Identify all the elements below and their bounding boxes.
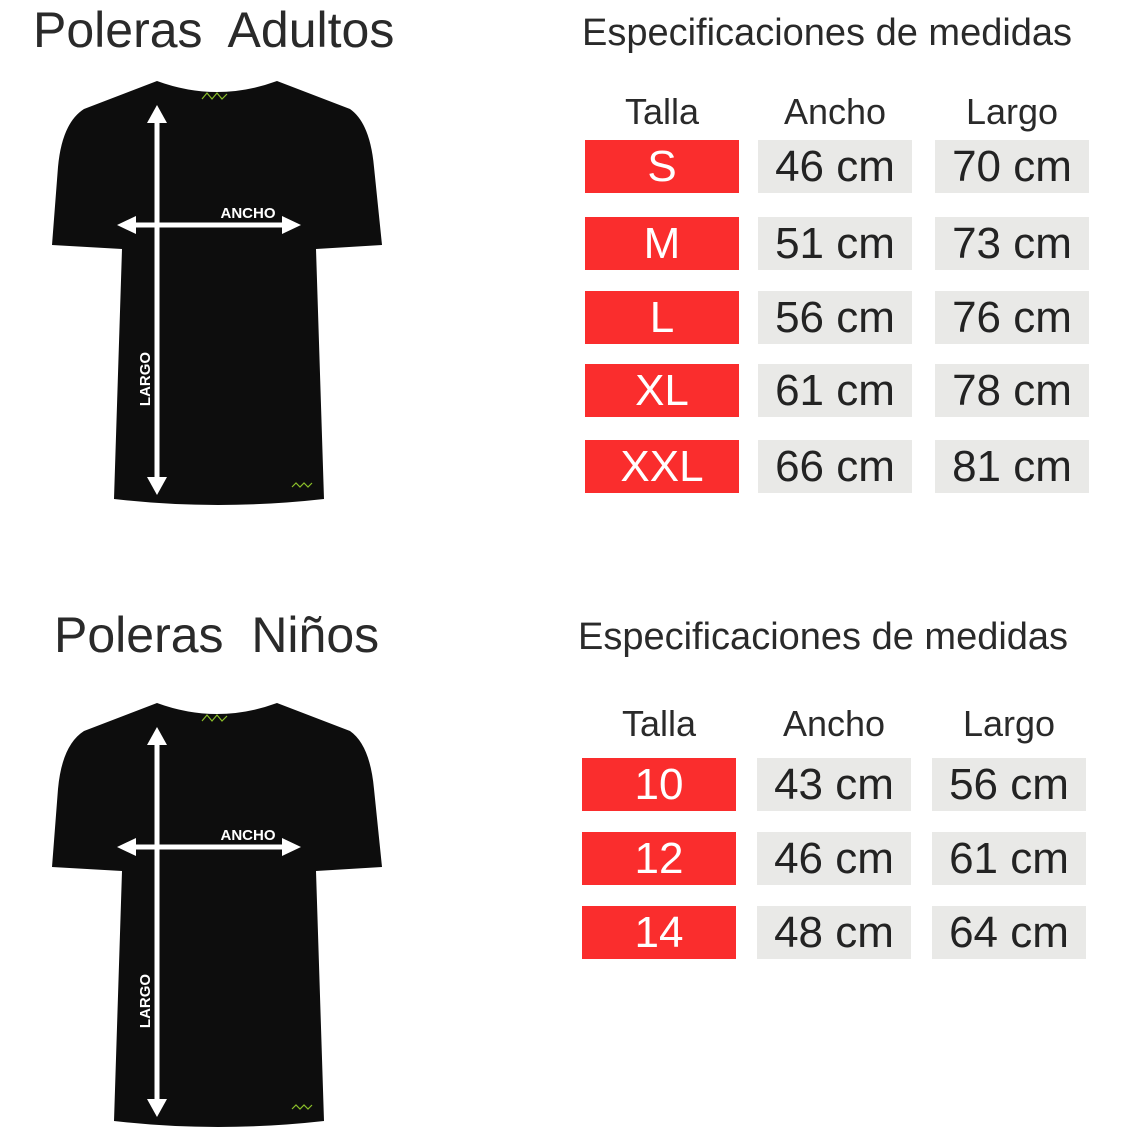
column-header-ancho: Ancho	[782, 703, 886, 744]
ancho-cell: 46 cm	[758, 140, 912, 193]
largo-cell: 64 cm	[932, 906, 1086, 959]
ancho-arrow-icon	[117, 216, 301, 234]
adults-spec-title: Especificaciones de medidas	[582, 12, 1073, 54]
ancho-cell: 61 cm	[758, 364, 912, 417]
logo-icon	[291, 1104, 313, 1110]
largo-arrow-icon	[147, 727, 167, 1117]
ancho-cell: 48 cm	[757, 906, 911, 959]
logo-icon	[201, 714, 228, 722]
kids-shirt-diagram: ANCHO LARGO	[52, 699, 382, 1131]
ancho-cell: 66 cm	[758, 440, 912, 493]
largo-cell: 78 cm	[935, 364, 1089, 417]
ancho-label: ANCHO	[221, 205, 276, 222]
column-header-talla: Talla	[621, 703, 697, 744]
ancho-cell: 46 cm	[757, 832, 911, 885]
column-header-largo: Largo	[962, 703, 1056, 744]
tshirt-icon: ANCHO LARGO	[52, 81, 382, 505]
largo-cell: 76 cm	[935, 291, 1089, 344]
largo-cell: 70 cm	[935, 140, 1089, 193]
logo-icon	[291, 482, 313, 488]
size-cell: XL	[585, 364, 739, 417]
size-cell: XXL	[585, 440, 739, 493]
logo-icon	[201, 92, 228, 100]
largo-cell: 56 cm	[932, 758, 1086, 811]
ancho-cell: 51 cm	[758, 217, 912, 270]
ancho-cell: 56 cm	[758, 291, 912, 344]
largo-cell: 73 cm	[935, 217, 1089, 270]
ancho-label: ANCHO	[221, 827, 276, 844]
ancho-cell: 43 cm	[757, 758, 911, 811]
adults-shirt-diagram: ANCHO LARGO	[52, 77, 382, 509]
size-cell: L	[585, 291, 739, 344]
adults-title: Poleras Adultos	[33, 2, 395, 58]
largo-arrow-icon	[147, 105, 167, 495]
tshirt-icon: ANCHO LARGO	[52, 703, 382, 1127]
size-cell: 14	[582, 906, 736, 959]
largo-cell: 61 cm	[932, 832, 1086, 885]
size-cell: S	[585, 140, 739, 193]
ancho-arrow-icon	[117, 838, 301, 856]
column-header-talla: Talla	[624, 91, 700, 132]
largo-label: LARGO	[137, 352, 154, 406]
size-cell: 10	[582, 758, 736, 811]
size-cell: 12	[582, 832, 736, 885]
column-header-ancho: Ancho	[783, 91, 887, 132]
column-header-largo: Largo	[965, 91, 1059, 132]
kids-spec-title: Especificaciones de medidas	[578, 616, 1069, 658]
largo-cell: 81 cm	[935, 440, 1089, 493]
size-cell: M	[585, 217, 739, 270]
largo-label: LARGO	[137, 974, 154, 1028]
kids-title: Poleras Niños	[54, 607, 380, 663]
